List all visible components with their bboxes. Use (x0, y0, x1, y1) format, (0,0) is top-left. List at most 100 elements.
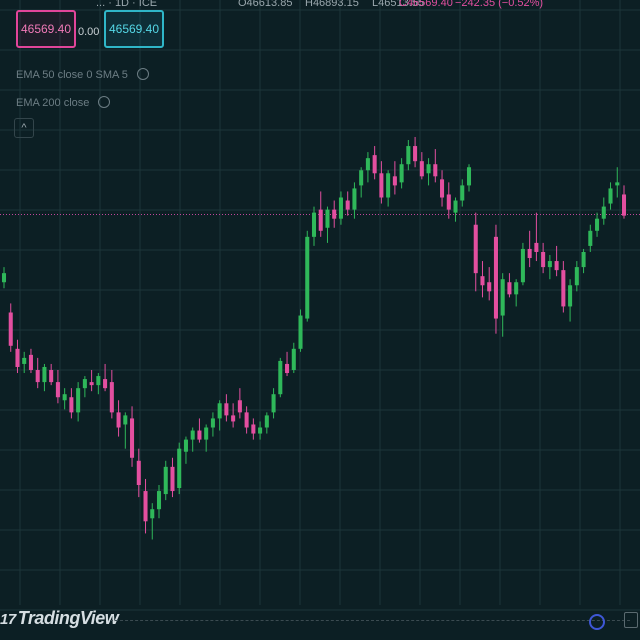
candle-up (184, 440, 188, 452)
candle-down (487, 282, 491, 291)
candle-down (507, 282, 511, 294)
candle-up (218, 403, 222, 418)
candle-down (373, 155, 377, 173)
candle-up (305, 237, 309, 319)
candle-down (285, 364, 289, 373)
visibility-icon[interactable] (98, 96, 110, 108)
candle-up (258, 428, 262, 434)
indicator-ema200-label: EMA 200 close (16, 97, 89, 109)
buy-button[interactable]: 46569.40 (104, 10, 164, 48)
collapse-indicators-button[interactable]: ^ (14, 118, 34, 138)
candle-up (292, 349, 296, 370)
candle-up (454, 201, 458, 213)
candle-down (117, 412, 121, 427)
candle-down (130, 418, 134, 457)
indicator-ema200[interactable]: EMA 200 close (16, 94, 110, 109)
ohlc-header: ... · 1D · ICE O46613.85 H46893.15 L4651… (0, 0, 640, 14)
candle-up (514, 282, 518, 294)
tradingview-logo: 17 TradingView (0, 608, 118, 632)
candle-up (366, 158, 370, 170)
candle-up (575, 267, 579, 285)
candle-up (352, 188, 356, 209)
candle-up (204, 428, 208, 440)
candle-up (42, 367, 46, 382)
candle-down (49, 370, 53, 382)
candle-down (541, 252, 545, 267)
candle-up (96, 376, 100, 385)
candle-up (602, 207, 606, 219)
candle-down (528, 249, 532, 258)
candle-down (433, 164, 437, 176)
spread-value: 0.00 (78, 26, 99, 38)
candle-down (561, 270, 565, 306)
candle-up (427, 164, 431, 173)
candle-down (534, 243, 538, 252)
candle-up (299, 316, 303, 349)
candle-down (379, 173, 383, 197)
candle-up (325, 210, 329, 228)
candle-down (231, 415, 235, 421)
close-value: C46569.40 (399, 0, 453, 9)
open-value: O46613.85 (238, 0, 292, 9)
candle-down (346, 201, 350, 210)
candle-up (339, 198, 343, 219)
candle-up (22, 358, 26, 364)
sell-button[interactable]: 46569.40 (16, 10, 76, 48)
candle-down (238, 400, 242, 412)
visibility-icon[interactable] (137, 68, 149, 80)
candle-up (63, 394, 67, 400)
candle-down (555, 261, 559, 270)
candle-down (144, 491, 148, 521)
candle-down (420, 161, 424, 176)
candle-up (123, 415, 127, 424)
candle-up (501, 279, 505, 315)
candle-down (69, 397, 73, 412)
candle-up (521, 249, 525, 282)
candle-up (548, 261, 552, 267)
candle-down (56, 382, 60, 397)
candle-down (393, 176, 397, 185)
indicator-ema50[interactable]: EMA 50 close 0 SMA 5 (16, 66, 149, 81)
candle-up (312, 213, 316, 237)
candle-down (413, 146, 417, 161)
candle-down (622, 194, 626, 215)
chart-grid (0, 0, 640, 610)
candle-down (474, 225, 478, 273)
candle-up (157, 491, 161, 509)
candle-up (406, 146, 410, 164)
candle-up (177, 449, 181, 488)
brand-label: TradingView (18, 608, 119, 628)
candle-down (251, 424, 255, 433)
candle-up (278, 361, 282, 394)
candles (2, 137, 626, 540)
candle-up (211, 418, 215, 427)
candle-up (83, 379, 87, 388)
settings-icon[interactable] (624, 612, 638, 628)
candle-up (359, 170, 363, 185)
candle-down (170, 467, 174, 491)
candle-up (460, 185, 464, 200)
candle-down (110, 382, 114, 412)
refresh-icon[interactable] (589, 614, 605, 630)
candle-down (197, 431, 201, 440)
candle-down (103, 379, 107, 388)
candle-up (595, 219, 599, 231)
change-value: −242.35 (−0.52%) (455, 0, 543, 9)
candle-up (164, 467, 168, 494)
candle-up (150, 509, 154, 518)
candle-up (568, 285, 572, 306)
candle-down (494, 237, 498, 319)
candle-down (332, 210, 336, 219)
candle-down (319, 210, 323, 231)
symbol-info: ... · 1D · ICE (96, 0, 157, 9)
candle-down (245, 412, 249, 427)
candle-down (90, 382, 94, 385)
candle-up (272, 394, 276, 412)
candle-up (191, 431, 195, 440)
candle-up (588, 231, 592, 246)
candle-down (9, 313, 13, 346)
candle-up (386, 173, 390, 197)
candle-down (15, 349, 19, 367)
candle-up (615, 182, 619, 185)
candle-down (224, 403, 228, 415)
